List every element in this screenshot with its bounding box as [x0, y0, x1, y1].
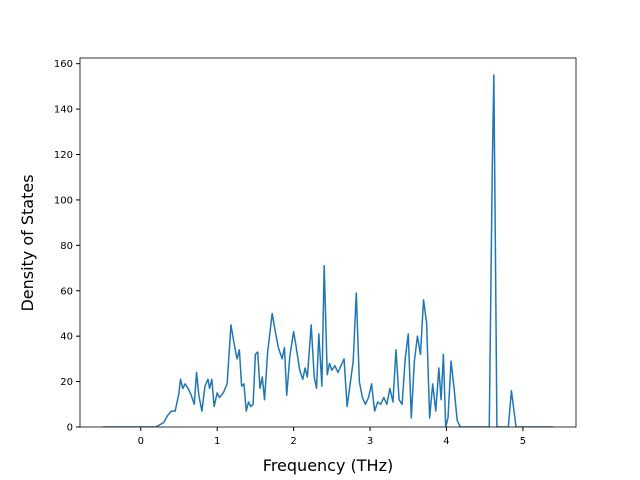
x-tick-label: 3	[367, 436, 373, 447]
x-tick-label: 2	[290, 436, 296, 447]
line	[102, 74, 554, 427]
x-tick-label: 0	[138, 436, 144, 447]
y-tick-label: 160	[54, 59, 73, 70]
x-tick-label: 4	[443, 436, 449, 447]
plot-frame	[79, 57, 577, 428]
y-tick-label: 120	[54, 150, 73, 161]
y-tick-label: 140	[54, 105, 73, 116]
y-tick-label: 100	[54, 195, 73, 206]
x-axis-label: Frequency (THz)	[263, 456, 393, 475]
x-tick-label: 5	[520, 436, 526, 447]
y-tick-label: 80	[60, 241, 73, 252]
y-axis-label: Density of States	[18, 174, 37, 311]
y-tick-label: 20	[60, 377, 73, 388]
x-tick-label: 1	[214, 436, 220, 447]
y-tick-label: 60	[60, 286, 73, 297]
y-tick-label: 40	[60, 332, 73, 343]
y-tick-label: 0	[67, 423, 73, 434]
